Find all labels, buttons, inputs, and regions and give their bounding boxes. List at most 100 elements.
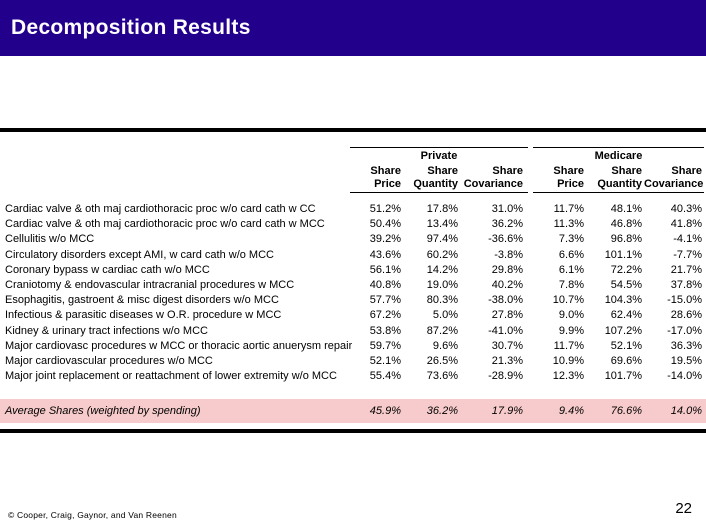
- table-row: Cardiac valve & oth maj cardiothoracic p…: [0, 202, 706, 217]
- cell-value: 46.8%: [610, 218, 642, 231]
- table-group-header-row: Private Medicare: [0, 147, 704, 162]
- cell-value: 50.4%: [369, 218, 401, 231]
- summary-value: 36.2%: [426, 405, 458, 417]
- group-header-spacer: [0, 147, 350, 162]
- row-label: Infectious & parasitic diseases w O.R. p…: [5, 309, 282, 322]
- cell-value: -28.9%: [488, 370, 523, 383]
- cell-value: -7.7%: [673, 248, 702, 261]
- table-row: Major cardiovasc procedures w MCC or tho…: [0, 339, 706, 354]
- cell-value: 41.8%: [670, 218, 702, 231]
- cell-value: 104.3%: [604, 294, 642, 307]
- row-label: Cardiac valve & oth maj cardiothoracic p…: [5, 218, 325, 231]
- cell-value: 9.6%: [432, 339, 458, 352]
- cell-value: 60.2%: [426, 248, 458, 261]
- summary-value: 76.6%: [610, 405, 642, 417]
- cell-value: 101.7%: [604, 370, 642, 383]
- row-label: Craniotomy & endovascular intracranial p…: [5, 278, 295, 291]
- cell-value: 26.5%: [426, 354, 458, 367]
- summary-value: 9.4%: [558, 405, 584, 417]
- cell-value: 40.8%: [369, 278, 401, 291]
- cell-value: 11.3%: [553, 218, 584, 231]
- cell-value: 59.7%: [369, 339, 401, 352]
- cell-value: 10.9%: [552, 354, 584, 367]
- cell-value: 7.8%: [558, 278, 584, 291]
- cell-value: 40.2%: [491, 278, 523, 291]
- cell-value: 54.5%: [610, 278, 642, 291]
- cell-value: 7.3%: [558, 233, 584, 246]
- header-underline-private: [350, 192, 528, 193]
- row-label: Kidney & urinary tract infections w/o MC…: [5, 324, 208, 337]
- cell-value: 57.7%: [369, 294, 401, 307]
- table-row: Craniotomy & endovascular intracranial p…: [0, 278, 706, 293]
- row-label: Major joint replacement or reattachment …: [5, 370, 337, 383]
- cell-value: 17.8%: [426, 203, 458, 215]
- footer-credit: © Cooper, Craig, Gaynor, and Van Reenen: [8, 510, 177, 520]
- cell-value: 53.8%: [369, 324, 401, 337]
- cell-value: 12.3%: [552, 370, 584, 383]
- table-row: Infectious & parasitic diseases w O.R. p…: [0, 308, 706, 323]
- cell-value: 37.8%: [670, 278, 702, 291]
- summary-value: 14.0%: [670, 405, 702, 417]
- table-row: Coronary bypass w cardiac cath w/o MCC 5…: [0, 263, 706, 278]
- row-label: Esophagitis, gastroent & misc digest dis…: [5, 294, 279, 307]
- group-header-medicare: Medicare: [533, 147, 704, 162]
- cell-value: 87.2%: [426, 324, 458, 337]
- cell-value: 14.2%: [426, 263, 458, 276]
- cell-value: 21.3%: [491, 354, 523, 367]
- cell-value: 19.5%: [670, 354, 702, 367]
- row-label: Cellulitis w/o MCC: [5, 233, 95, 246]
- cell-value: 31.0%: [491, 203, 523, 215]
- title-banner: Decomposition Results: [0, 0, 706, 56]
- group-header-private: Private: [350, 147, 528, 162]
- row-label: Cardiac valve & oth maj cardiothoracic p…: [5, 203, 316, 215]
- cell-value: 97.4%: [426, 233, 458, 246]
- cell-value: -17.0%: [667, 324, 702, 337]
- column-header-medicare-share-quantity: Share Quantity: [597, 165, 642, 190]
- cell-value: 43.6%: [369, 248, 401, 261]
- cell-value: 62.4%: [610, 309, 642, 322]
- cell-value: 40.3%: [670, 203, 702, 215]
- summary-row: Average Shares (weighted by spending) 45…: [0, 399, 706, 423]
- cell-value: 107.2%: [604, 324, 642, 337]
- cell-value: 21.7%: [670, 263, 702, 276]
- cell-value: -14.0%: [667, 370, 702, 383]
- column-header-medicare-share-price: Share Price: [553, 165, 584, 190]
- cell-value: 96.8%: [610, 233, 642, 246]
- table-row: Cardiac valve & oth maj cardiothoracic p…: [0, 217, 706, 232]
- column-header-medicare-share-covariance: Share Covariance: [644, 165, 704, 190]
- cell-value: 39.2%: [369, 233, 401, 246]
- table-row: Kidney & urinary tract infections w/o MC…: [0, 324, 706, 339]
- row-label: Major cardiovascular procedures w/o MCC: [5, 354, 213, 367]
- cell-value: -3.8%: [494, 248, 523, 261]
- cell-value: 72.2%: [610, 263, 642, 276]
- cell-value: 28.6%: [670, 309, 702, 322]
- cell-value: 13.4%: [426, 218, 458, 231]
- top-divider: [0, 128, 706, 132]
- table-row: Major cardiovascular procedures w/o MCC …: [0, 354, 706, 369]
- cell-value: -15.0%: [667, 294, 702, 307]
- cell-value: 36.2%: [491, 218, 523, 231]
- cell-value: 51.2%: [369, 203, 401, 215]
- cell-value: 6.1%: [558, 263, 584, 276]
- cell-value: 11.7%: [553, 203, 584, 215]
- bottom-divider: [0, 429, 706, 433]
- cell-value: 27.8%: [491, 309, 523, 322]
- table-body: Cardiac valve & oth maj cardiothoracic p…: [0, 202, 706, 384]
- cell-value: 55.4%: [369, 370, 401, 383]
- table-row: Cellulitis w/o MCC 39.2% 97.4% -36.6% 7.…: [0, 232, 706, 247]
- cell-value: 10.7%: [552, 294, 584, 307]
- cell-value: 67.2%: [369, 309, 401, 322]
- cell-value: 48.1%: [610, 203, 642, 215]
- row-label: Circulatory disorders except AMI, w card…: [5, 248, 274, 261]
- table-row: Major joint replacement or reattachment …: [0, 369, 706, 384]
- column-header-private-share-covariance: Share Covariance: [463, 165, 523, 190]
- header-underline-medicare: [533, 192, 704, 193]
- cell-value: 52.1%: [369, 354, 401, 367]
- cell-value: 69.6%: [610, 354, 642, 367]
- cell-value: 36.3%: [670, 339, 702, 352]
- summary-label: Average Shares (weighted by spending): [5, 405, 201, 417]
- table-column-header-row: Share Price Share Quantity Share Covaria…: [0, 161, 706, 191]
- page-number: 22: [675, 500, 692, 517]
- cell-value: 19.0%: [426, 278, 458, 291]
